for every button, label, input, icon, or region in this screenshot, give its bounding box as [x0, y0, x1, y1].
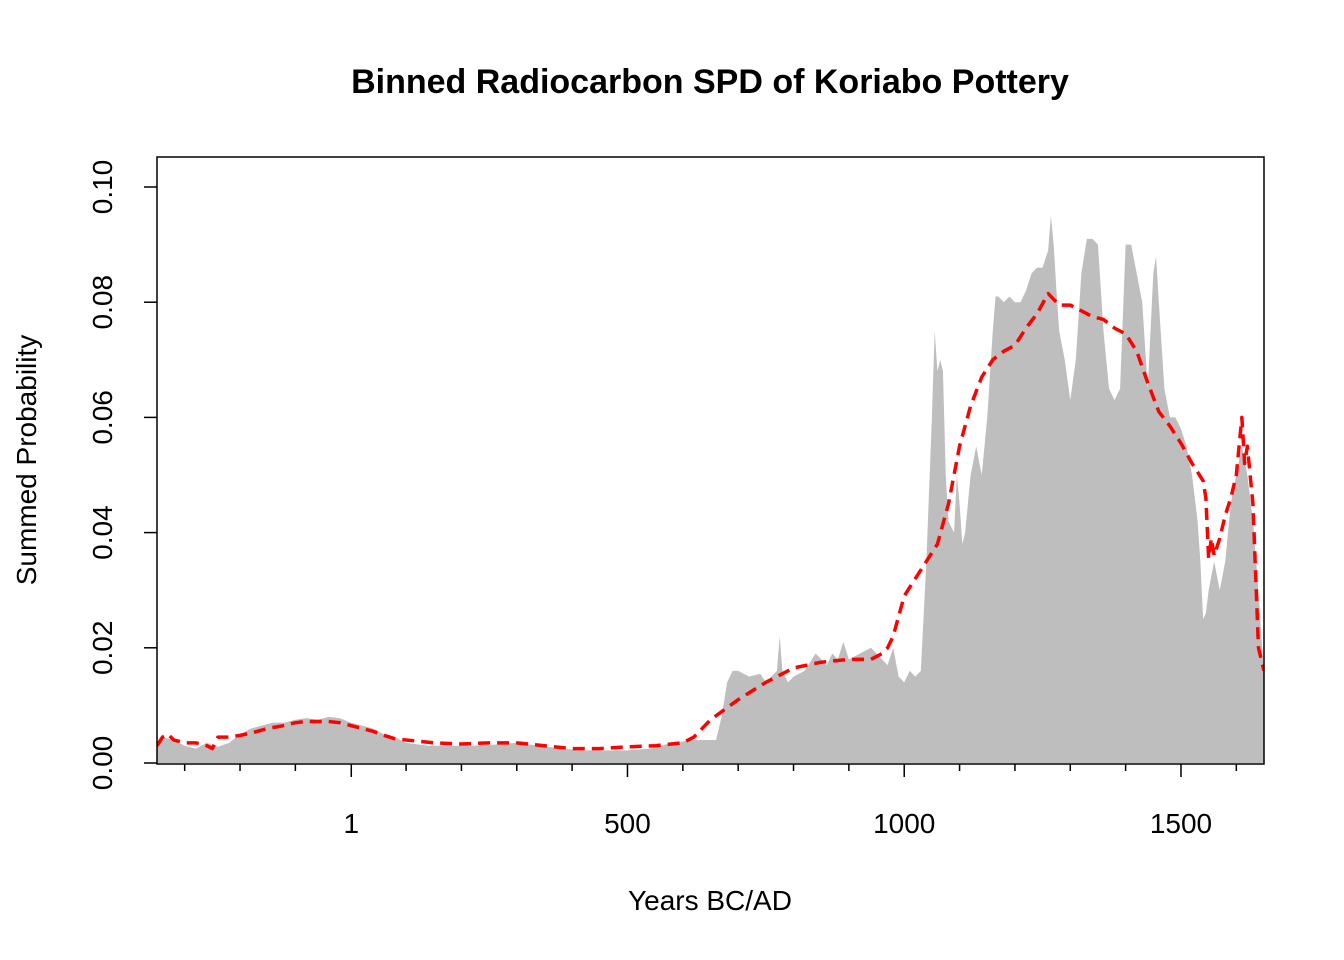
y-axis-label: Summed Probability [11, 335, 42, 586]
y-axis: 0.00 0.02 0.04 0.06 0.08 0.10 [87, 160, 157, 791]
y-tick-label: 0.08 [87, 275, 118, 330]
x-tick-label: 1500 [1150, 808, 1212, 839]
plot-area [157, 215, 1264, 764]
y-tick-label: 0.10 [87, 160, 118, 215]
plot-frame [156, 156, 1265, 765]
y-tick-label: 0.06 [87, 390, 118, 445]
y-tick-label: 0.02 [87, 621, 118, 676]
x-tick-label: 500 [604, 808, 651, 839]
x-axis: 1 500 1000 1500 [183, 764, 1238, 839]
chart-title: Binned Radiocarbon SPD of Koriabo Potter… [351, 63, 1069, 101]
x-tick-label: 1 [343, 808, 359, 839]
x-axis-label: Years BC/AD [628, 885, 792, 916]
x-tick-label: 1000 [873, 808, 935, 839]
y-tick-label: 0.04 [87, 505, 118, 560]
y-tick-label: 0.00 [87, 736, 118, 791]
running-mean-line [157, 291, 1264, 751]
spd-area [157, 215, 1264, 764]
